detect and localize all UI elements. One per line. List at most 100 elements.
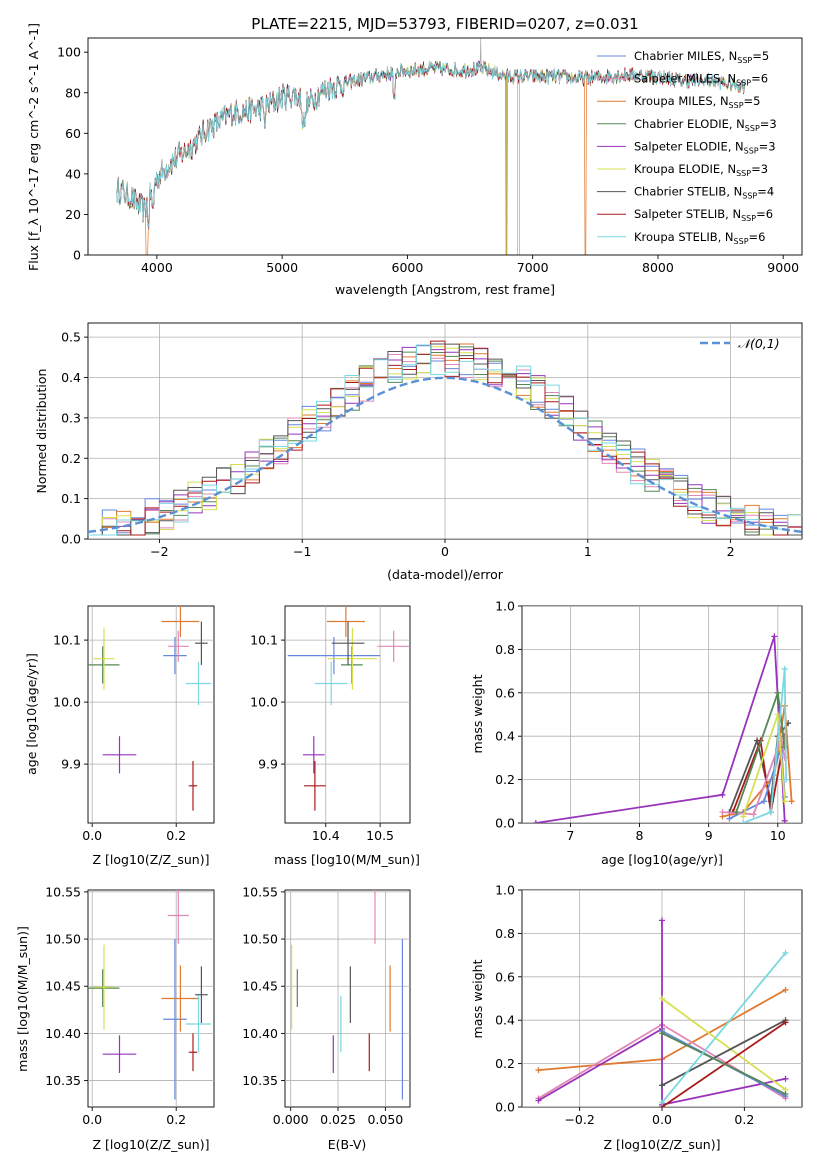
weight-point-marker [774, 689, 781, 696]
weight-point-marker [788, 798, 795, 805]
y-tick-label: 10.55 [45, 884, 81, 899]
y-axis-label: Normed distribution [34, 369, 49, 494]
x-tick-label: 8000 [642, 260, 674, 275]
weight-series-line [661, 997, 787, 1091]
spectrum-model-line [116, 62, 746, 228]
weight-series-line [535, 636, 786, 823]
y-tick-label: 60 [65, 126, 81, 141]
legend-value: =5 [752, 49, 769, 63]
age_vs_mass-panel: 10.4 10.5 9.9 10.0 10.1 mass [log10(M/M_sun)] [250, 605, 420, 867]
x-tick-label: 9 [705, 828, 713, 843]
weight_vs_Z-panel: −0.2 0.0 0.2 0.0 0.2 0.4 0.6 0.8 1.0 Z [log10(Z/Z… [470, 883, 803, 1152]
legend-entry: Salpeter ELODIE, NSSP=3 [634, 139, 776, 155]
weight-point-marker [750, 811, 757, 818]
x-tick-label: 10 [770, 828, 786, 843]
weight-point-marker [781, 798, 788, 805]
y-tick-label: 10.55 [242, 884, 278, 899]
weight_vs_age-panel: 7 8 9 10 0.0 0.2 0.4 0.6 0.8 1.0 age [log10(age/yr… [470, 599, 803, 867]
y-tick-label: 9.9 [61, 757, 81, 772]
weight-point-marker [782, 1090, 789, 1097]
x-tick-label: 0.025 [320, 1112, 356, 1127]
legend-value: =6 [749, 230, 766, 244]
legend-subscript: SSP [734, 237, 749, 246]
legend-value: =3 [760, 117, 777, 131]
y-tick-label: 10.45 [242, 979, 278, 994]
weight-series-line [661, 952, 787, 1104]
legend-subscript: SSP [736, 79, 751, 88]
legend-entry: Chabrier MILES, NSSP=5 [634, 49, 769, 65]
x-axis-label: age [log10(age/yr)] [601, 852, 723, 867]
y-tick-label: 0.6 [495, 969, 515, 984]
x-tick-label: 6000 [392, 260, 424, 275]
y-tick-label: 10.40 [242, 1026, 278, 1041]
legend-value: =6 [756, 207, 773, 221]
spectrum-plot [116, 38, 746, 255]
y-tick-label: 1.0 [495, 599, 515, 614]
y-axis-label: mass [log10(M/M_sun)] [15, 926, 30, 1072]
weight-series-line [661, 1032, 786, 1095]
weight-point-marker [719, 809, 726, 816]
weight-point-marker [659, 1030, 665, 1037]
x-axis-label: Z [log10(Z/Z_sun)] [604, 1137, 721, 1152]
legend-value: =6 [751, 72, 768, 86]
legend-subscript: SSP [737, 56, 752, 65]
legend-subscript: SSP [745, 124, 760, 133]
legend-subscript: SSP [741, 214, 756, 223]
y-tick-label: 0.4 [495, 729, 515, 744]
x-tick-label: 1 [584, 544, 592, 559]
x-axis-label: Z [log10(Z/Z_sun)] [93, 1137, 210, 1152]
weight-series-line [661, 1019, 786, 1087]
x-tick-label: 7 [566, 828, 574, 843]
y-tick-label: 10.1 [250, 633, 278, 648]
legend-entry: Kroupa MILES, NSSP=5 [634, 94, 760, 110]
y-tick-label: 10.0 [250, 695, 278, 710]
weight-point-marker [781, 817, 788, 823]
age_vs_Z-panel: 0.0 0.2 9.9 10.0 10.1 Z [log10(Z/Z_sun)] age [… [24, 605, 215, 867]
y-tick-label: 10.1 [53, 633, 81, 648]
legend-value: =5 [744, 94, 761, 108]
y-axis-label: mass weight [470, 959, 485, 1038]
y-tick-label: 0.2 [495, 1056, 515, 1071]
spectrum-legend: Chabrier MILES, NSSP=5 Salpeter MILES, NS… [597, 49, 777, 246]
weight-point-marker [767, 809, 774, 816]
y-tick-label: 0.8 [495, 642, 515, 657]
y-tick-label: 100 [57, 45, 81, 60]
x-tick-label: 0 [441, 544, 449, 559]
x-tick-label: 4000 [141, 260, 173, 275]
y-tick-label: 20 [65, 207, 81, 222]
legend-subscript: SSP [729, 101, 744, 110]
spectrum-panel: 4000 5000 6000 7000 8000 9000 0 20 40 60 80 100 wave… [26, 23, 803, 297]
weight-point-marker [783, 776, 790, 783]
y-tick-label: 0.0 [495, 1100, 515, 1115]
y-tick-label: 1.0 [495, 883, 515, 898]
legend-entry: Kroupa STELIB, NSSP=6 [634, 230, 765, 246]
y-tick-label: 0.8 [495, 926, 515, 941]
mass_vs_ebv-plot [285, 890, 410, 1107]
y-tick-label: 0.2 [495, 772, 515, 787]
x-tick-label: 7000 [517, 260, 549, 275]
weight-series-line [732, 736, 786, 813]
x-tick-label: 0.0 [652, 1112, 672, 1127]
weight-point-marker [733, 809, 740, 816]
legend-entry: 𝒩(0,1) [738, 336, 780, 351]
mass_vs_Z-panel: 0.0 0.2 10.35 10.40 10.45 10.50 10.55 Z [log10(… [15, 884, 215, 1152]
weight-point-marker [740, 820, 747, 823]
y-axis-label: Flux [f_λ 10^-17 erg cm^-2 s^-1 A^-1] [26, 23, 41, 271]
weight-point-marker [760, 798, 767, 805]
x-axis-label: Z [log10(Z/Z_sun)] [93, 852, 210, 867]
y-tick-label: 10.40 [45, 1026, 81, 1041]
normal-distribution-curve [88, 376, 802, 534]
y-axis-label: age [log10(age/yr)] [24, 653, 39, 775]
y-tick-label: 0.3 [61, 410, 81, 425]
y-tick-label: 0.4 [495, 1013, 515, 1028]
weight_vs_age-plot [522, 606, 802, 823]
weight-series-line [722, 734, 786, 816]
weight-series-line [661, 1021, 787, 1107]
weight-point-marker [782, 1019, 789, 1026]
x-tick-label: 2 [727, 544, 735, 559]
x-tick-label: −2 [150, 544, 168, 559]
legend-value: =4 [757, 185, 774, 199]
weight-point-marker [726, 815, 733, 822]
age_vs_Z-frame [87, 605, 215, 824]
y-axis-label: mass weight [470, 674, 485, 753]
